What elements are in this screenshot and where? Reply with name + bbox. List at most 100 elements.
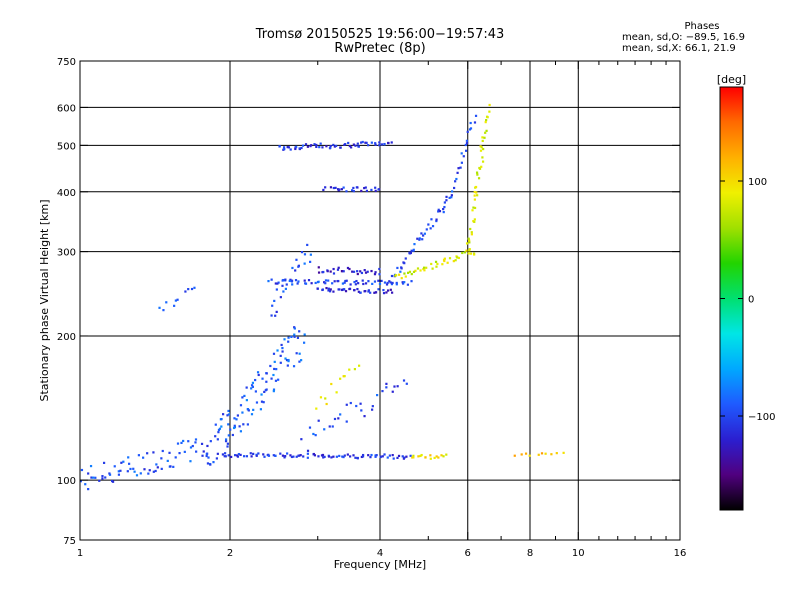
data-point (310, 144, 313, 147)
y-tick-label: 200 (57, 332, 76, 343)
data-point (332, 186, 335, 190)
data-point (243, 455, 246, 458)
data-point (486, 116, 489, 119)
data-point (385, 291, 388, 294)
data-point (315, 143, 318, 147)
data-point (378, 273, 381, 276)
data-point (274, 379, 278, 382)
data-point (178, 452, 181, 455)
axis-ticks: 1 2 4 6 8 10 16 75 100 200 300 400 500 600 750 (57, 57, 686, 559)
data-point (101, 475, 104, 478)
data-point (189, 446, 193, 449)
data-point (236, 414, 239, 417)
data-point (158, 306, 161, 309)
data-point (469, 227, 472, 231)
data-point (361, 140, 364, 144)
data-point (303, 253, 307, 256)
data-point (302, 341, 306, 344)
data-point (297, 280, 300, 283)
data-point (416, 267, 420, 270)
data-point (295, 455, 298, 458)
data-point (352, 186, 355, 190)
data-point (303, 279, 306, 282)
data-point (263, 390, 266, 394)
data-point (295, 145, 298, 148)
data-point (272, 373, 275, 377)
data-point (345, 190, 348, 193)
data-point (354, 283, 357, 286)
data-point (312, 452, 316, 456)
data-point (450, 194, 453, 197)
data-point (342, 455, 345, 459)
data-point (351, 270, 354, 273)
data-point (412, 456, 415, 459)
data-point (344, 279, 347, 283)
data-point (412, 270, 416, 273)
data-point (470, 233, 473, 236)
data-point (412, 454, 415, 457)
data-point (290, 280, 293, 283)
data-point (269, 364, 272, 368)
data-point (360, 455, 363, 459)
data-point (555, 452, 558, 455)
data-point (418, 237, 421, 240)
data-point (353, 289, 356, 292)
chart-title: Tromsø 20150525 19:56:00−19:57:43 (255, 27, 505, 42)
data-point (417, 455, 420, 458)
data-point (437, 208, 440, 211)
data-point (329, 146, 332, 150)
data-point (336, 188, 340, 191)
data-point (369, 456, 372, 459)
data-point (360, 271, 364, 275)
data-point (388, 454, 391, 457)
data-point (148, 469, 151, 472)
data-point (317, 271, 321, 274)
data-point (279, 361, 282, 364)
data-point (468, 248, 471, 251)
data-point (189, 460, 192, 463)
data-point (369, 291, 372, 294)
colorbar-ticks: 100 0 −100 (720, 177, 775, 423)
data-point (473, 206, 477, 210)
data-point (275, 368, 278, 371)
colorbar-tick-label: 0 (748, 295, 754, 306)
data-point (401, 281, 404, 284)
data-point (89, 464, 93, 468)
data-point (285, 283, 288, 286)
data-point (227, 434, 230, 437)
data-point (335, 144, 338, 148)
data-point (396, 456, 399, 459)
data-point (465, 249, 468, 252)
data-point (469, 121, 472, 125)
data-point (383, 453, 386, 456)
data-point (207, 456, 210, 459)
data-point (454, 259, 457, 262)
data-point (349, 401, 352, 405)
data-point (183, 450, 186, 453)
data-point (481, 136, 484, 139)
data-point (386, 456, 389, 459)
data-point (281, 350, 284, 353)
data-point (230, 455, 233, 459)
data-point (108, 472, 111, 475)
data-point (190, 287, 194, 291)
data-point (180, 441, 183, 445)
data-point (401, 282, 405, 285)
data-point (254, 390, 257, 393)
data-point (325, 402, 328, 406)
data-point (275, 288, 278, 291)
data-point (324, 186, 327, 189)
data-point (361, 279, 364, 282)
data-point (247, 409, 250, 412)
data-point (172, 465, 175, 468)
x-tick-label: 8 (527, 548, 533, 559)
data-point (154, 469, 157, 473)
data-point (410, 272, 413, 276)
data-point (396, 266, 399, 270)
data-point (357, 290, 360, 293)
data-point (353, 280, 356, 284)
data-point (375, 454, 378, 457)
data-point (343, 454, 346, 457)
data-point (462, 155, 465, 158)
